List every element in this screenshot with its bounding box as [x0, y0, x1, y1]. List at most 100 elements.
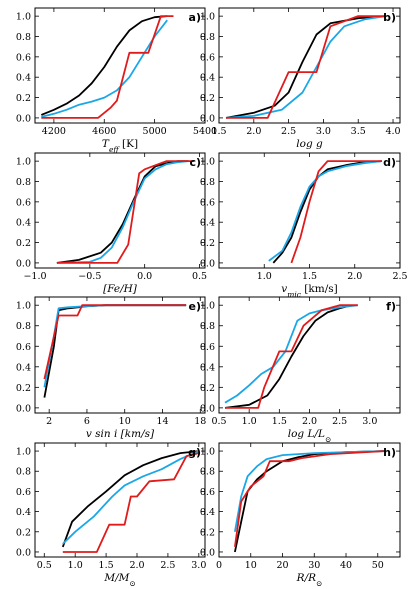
series-line-black	[56, 160, 189, 264]
series-line-red	[226, 15, 387, 119]
plot-frame	[218, 152, 401, 269]
x-tick-label: 20	[276, 560, 288, 571]
series-line-blue	[234, 450, 385, 532]
y-tick-label: 0.4	[16, 73, 31, 84]
x-tick-label: 4600	[92, 126, 116, 137]
series-line-red	[290, 160, 382, 264]
x-tick-label: 5000	[143, 126, 167, 137]
x-axis-label: v sin i [km/s]	[86, 428, 155, 440]
panel-f: 0.5 1.0 1.5 2.0 2.5 3.0 0.0 0.2 0.4 0.6 0.8 1.0 f) lo…	[200, 296, 401, 444]
y-tick-label: 0.0	[200, 547, 215, 558]
plot-frame	[34, 442, 206, 558]
y-tick-label: 1.0	[16, 12, 31, 23]
panel-h: 0 10 20 30 40 50 0.0 0.2 0.4 0.6 0.8 1.0 h) R/R⊙	[200, 442, 401, 588]
y-tick-label: 0.0	[200, 113, 215, 124]
series-line-black	[225, 15, 387, 119]
x-tick-label: 1.5	[272, 416, 287, 427]
series-line-red	[41, 15, 174, 119]
panel-c: −1.0 −0.5 0.0 0.5 0.0 0.2 0.4 0.6 0.8 1.0 c) [Fe/H]	[16, 152, 207, 295]
x-tick-label: 10	[119, 416, 131, 427]
series-line-blue	[224, 304, 358, 404]
y-tick-label: 0.0	[200, 403, 215, 414]
x-tick-label: 1.0	[242, 416, 257, 427]
x-tick-label: 1.0	[68, 560, 83, 571]
y-tick-label: 0.4	[16, 507, 31, 518]
x-tick-label: −1.0	[23, 271, 46, 282]
x-tick-label: 50	[372, 560, 384, 571]
y-tick-label: 0.6	[200, 197, 215, 208]
y-tick-label: 0.2	[16, 527, 31, 538]
y-tick-label: 0.6	[16, 52, 31, 63]
x-tick-label: 1.5	[211, 126, 226, 137]
y-tick-label: 0.8	[16, 177, 31, 188]
y-tick-label: 0.4	[16, 218, 31, 229]
x-tick-label: 3.0	[316, 126, 331, 137]
x-tick-label: 0.5	[211, 416, 226, 427]
x-axis-label: Teff [K]	[102, 138, 138, 154]
y-tick-label: 1.0	[200, 157, 215, 168]
y-tick-label: 0.0	[16, 258, 31, 269]
x-tick-label: 18	[194, 416, 206, 427]
x-tick-label: −0.5	[78, 271, 101, 282]
x-tick-label: 10	[245, 560, 257, 571]
plot-frame	[218, 442, 401, 558]
panel-d: 1.0 1.5 2.0 2.5 0.0 0.2 0.4 0.6 0.8 1.0 d) vmic [km…	[200, 152, 408, 299]
y-tick-label: 0.6	[200, 342, 215, 353]
y-tick-label: 0.4	[200, 73, 215, 84]
x-tick-label: 3.0	[191, 560, 206, 571]
x-tick-label: 2.0	[347, 271, 362, 282]
x-tick-label: 0.0	[137, 271, 152, 282]
series-line-black	[272, 160, 382, 264]
x-tick-label: 0.5	[37, 560, 52, 571]
x-tick-label: 2.5	[160, 560, 175, 571]
x-tick-label: 30	[308, 560, 320, 571]
x-tick-label: 2.5	[332, 416, 347, 427]
y-tick-label: 0.8	[16, 467, 31, 478]
x-tick-label: 1.5	[99, 560, 114, 571]
x-tick-label: 0	[216, 560, 222, 571]
x-tick-label: 3.0	[362, 416, 377, 427]
y-tick-label: 0.0	[200, 258, 215, 269]
y-tick-label: 0.8	[200, 321, 215, 332]
x-tick-label: 4.0	[385, 126, 400, 137]
panel-label: g)	[188, 446, 201, 459]
x-tick-label: 2	[46, 416, 52, 427]
y-tick-label: 0.6	[200, 487, 215, 498]
series-line-blue	[62, 450, 200, 545]
series-line-blue	[41, 19, 168, 118]
x-tick-label: 2.0	[129, 560, 144, 571]
x-tick-label: 2.5	[392, 271, 407, 282]
y-tick-label: 0.2	[16, 93, 31, 104]
y-tick-label: 0.0	[16, 547, 31, 558]
series-line-black	[224, 304, 352, 409]
series-line-black	[61, 450, 199, 548]
x-axis-label: M/M⊙	[103, 572, 135, 588]
x-axis-label: R/R⊙	[296, 572, 323, 588]
y-tick-label: 0.4	[200, 362, 215, 373]
panel-b: 1.5 2.0 2.5 3.0 3.5 4.0 0.0 0.2 0.4 0.6 0.8 1.0 b) lo…	[200, 7, 401, 150]
x-tick-label: 1.5	[302, 271, 317, 282]
y-tick-label: 0.4	[200, 507, 215, 518]
series-line-red	[43, 304, 187, 380]
x-tick-label: 5400	[193, 126, 217, 137]
y-tick-label: 1.0	[200, 12, 215, 23]
series-line-black	[40, 15, 168, 116]
x-tick-label: 0.5	[192, 271, 207, 282]
x-axis-label: log L/L⊙	[288, 428, 332, 444]
y-tick-label: 1.0	[200, 301, 215, 312]
x-tick-label: 2.0	[246, 126, 261, 137]
panel-label: h)	[383, 446, 396, 459]
series-line-blue	[268, 160, 383, 262]
x-axis-label: vmic [km/s]	[281, 283, 337, 299]
y-tick-label: 0.6	[200, 52, 215, 63]
panel-label: c)	[189, 156, 201, 169]
series-line-red	[225, 304, 358, 409]
plot-frame	[34, 152, 206, 269]
y-tick-label: 0.8	[16, 32, 31, 43]
y-tick-label: 0.2	[200, 527, 215, 538]
y-tick-label: 1.0	[200, 447, 215, 458]
y-tick-label: 0.8	[200, 177, 215, 188]
panel-label: a)	[189, 11, 201, 24]
y-tick-label: 0.8	[16, 321, 31, 332]
x-axis-label: log g	[296, 138, 323, 150]
